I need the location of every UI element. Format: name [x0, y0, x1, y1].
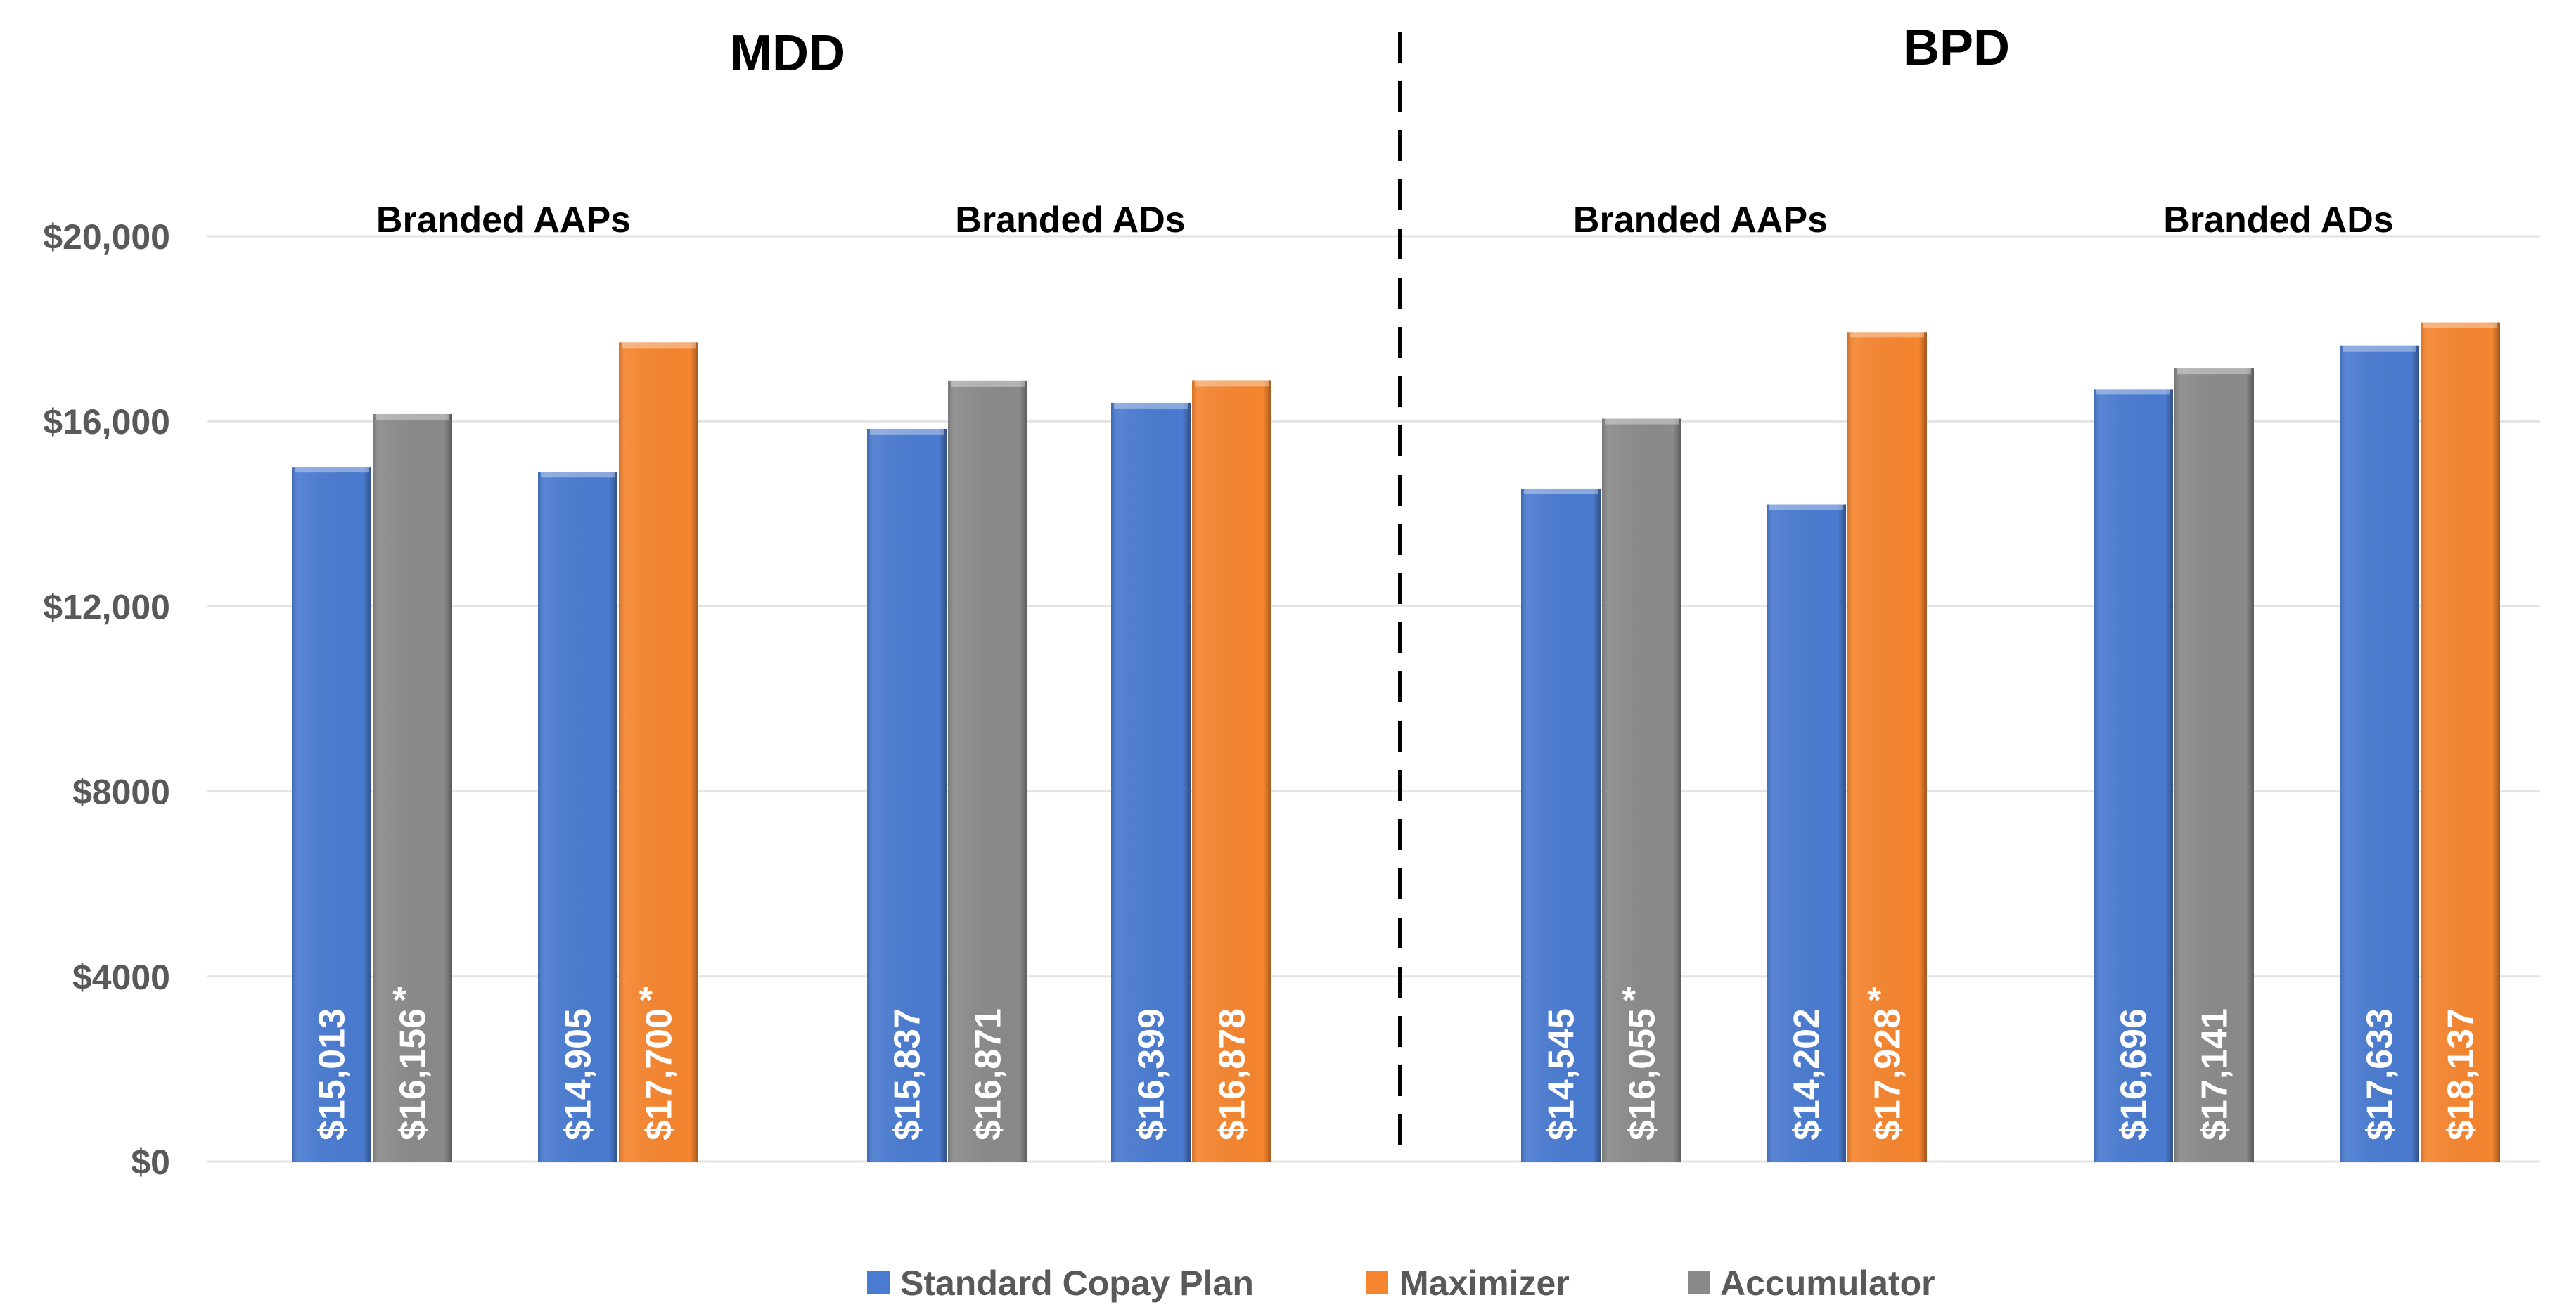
- significance-asterisk: *: [639, 980, 653, 1021]
- bar-bevel: [373, 413, 452, 1162]
- y-tick-label: $20,000: [43, 217, 170, 257]
- bar-bevel: [1602, 418, 1681, 1162]
- bar-bevel: [1111, 402, 1191, 1162]
- group-label: Branded AAPs: [1573, 200, 1828, 240]
- panel-title-mdd: MDD: [730, 25, 845, 82]
- data-label: $16,878: [1212, 1008, 1253, 1140]
- bar-top-highlight: [1114, 402, 1188, 409]
- data-label: $18,137: [2441, 1008, 2482, 1140]
- significance-asterisk: *: [1867, 980, 1882, 1021]
- bar-top-highlight: [2423, 322, 2497, 328]
- panel-title-bpd: BPD: [1903, 20, 2010, 76]
- legend-swatch-maximizer: [1366, 1271, 1388, 1294]
- data-label: $14,202: [1787, 1008, 1828, 1140]
- y-tick-label: $0: [131, 1143, 170, 1182]
- bar-top-highlight: [951, 380, 1025, 387]
- bar-bevel: [292, 467, 371, 1162]
- y-tick-label: $8000: [72, 773, 170, 812]
- bar-bevel: [1192, 380, 1271, 1162]
- bar-top-highlight: [1524, 488, 1598, 494]
- legend-label: Maximizer: [1399, 1263, 1570, 1303]
- bar-top-highlight: [1850, 332, 1924, 338]
- bar-top-highlight: [2096, 389, 2170, 395]
- data-label: $17,928: [1868, 1008, 1909, 1140]
- legend-swatch-accumulator: [1688, 1271, 1710, 1294]
- y-tick-label: $16,000: [43, 402, 170, 442]
- data-label: $15,013: [312, 1008, 353, 1140]
- y-tick-label: $4000: [72, 958, 170, 997]
- bar-bevel: [2174, 368, 2254, 1162]
- bar-top-highlight: [1769, 504, 1843, 510]
- bar-top-highlight: [541, 472, 615, 478]
- bar-bevel: [2094, 389, 2173, 1162]
- group-label: Branded AAPs: [376, 200, 631, 240]
- group-label: Branded ADs: [955, 200, 1185, 240]
- bar-bevel: [1767, 504, 1846, 1162]
- bar-bevel: [948, 380, 1027, 1162]
- bars: $15,013 $16,156*$14,905 $17,700*$15,837 $16…: [292, 322, 2500, 1162]
- data-label: $16,399: [1132, 1008, 1172, 1140]
- bar-top-highlight: [2343, 345, 2416, 352]
- bar-top-highlight: [622, 342, 696, 349]
- data-label: $14,905: [558, 1008, 599, 1140]
- y-tick-label: $12,000: [43, 587, 170, 626]
- bar-top-highlight: [376, 413, 449, 420]
- legend-label: Standard Copay Plan: [900, 1263, 1254, 1303]
- data-label: $17,141: [2195, 1008, 2236, 1140]
- bar-bevel: [1521, 488, 1601, 1162]
- significance-asterisk: *: [392, 980, 407, 1021]
- bar-top-highlight: [2177, 368, 2251, 375]
- legend-swatch-standard: [867, 1271, 890, 1294]
- data-label: $17,633: [2360, 1008, 2401, 1140]
- bar-top-highlight: [870, 428, 944, 435]
- data-label: $14,545: [1542, 1008, 1582, 1140]
- data-label: $16,871: [968, 1008, 1009, 1140]
- bar-bevel: [538, 472, 617, 1162]
- bar-top-highlight: [1195, 380, 1269, 387]
- significance-asterisk: *: [1622, 980, 1636, 1021]
- legend-label: Accumulator: [1720, 1263, 1935, 1303]
- bar-bevel: [1847, 332, 1927, 1162]
- data-label: $16,696: [2114, 1008, 2155, 1140]
- bar-bevel: [867, 428, 947, 1162]
- y-axis-ticks: $0 $4000 $8000 $12,000 $16,000 $20,000: [43, 217, 170, 1182]
- group-label: Branded ADs: [2163, 200, 2393, 240]
- bar-bevel: [2340, 345, 2419, 1162]
- data-label: $16,156: [393, 1008, 434, 1140]
- data-label: $15,837: [887, 1008, 928, 1140]
- bar-top-highlight: [295, 467, 369, 473]
- data-label: $16,055: [1622, 1008, 1663, 1140]
- bar-bevel: [619, 342, 698, 1162]
- bar-bevel: [2421, 322, 2500, 1162]
- bar-top-highlight: [1605, 418, 1679, 425]
- legend: Standard Copay Plan Maximizer Accumulato…: [867, 1263, 1935, 1303]
- data-label: $17,700: [639, 1008, 680, 1140]
